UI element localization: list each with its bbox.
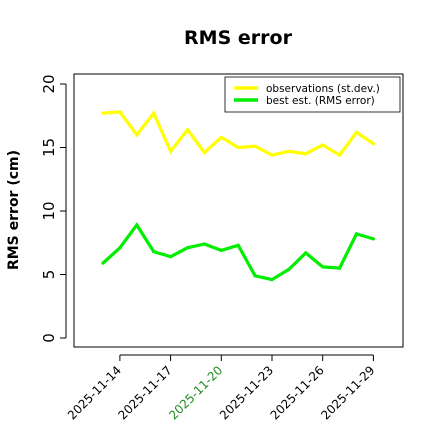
series-0-point (152, 111, 156, 115)
series-group (101, 110, 375, 282)
legend-label-0: observations (st.dev.) (266, 83, 380, 95)
series-1-point (287, 267, 291, 271)
legend-label-1: best est. (RMS error) (266, 95, 375, 107)
x-tick-label: 2025-11-29 (318, 363, 377, 422)
series-1-point (202, 242, 206, 246)
series-0-point (304, 152, 308, 156)
y-axis: 0 5 10 15 20 (40, 74, 67, 343)
series-1-point (101, 261, 105, 265)
y-tick-label: 5 (40, 270, 58, 280)
series-0-point (270, 153, 274, 157)
series-line-1 (101, 222, 374, 282)
y-tick-label: 10 (40, 201, 58, 220)
series-1-point (152, 250, 156, 254)
series-0-point (118, 110, 122, 114)
series-1-point (169, 255, 173, 259)
series-1-point (236, 243, 240, 247)
y-tick-label: 0 (40, 333, 58, 343)
y-axis-label: RMS error (cm) (6, 150, 22, 270)
series-1-point (321, 265, 325, 269)
series-0-point (169, 149, 173, 153)
x-axis: 2025-11-142025-11-172025-11-202025-11-23… (65, 354, 378, 422)
legend-box (224, 76, 401, 113)
series-0-point (219, 135, 223, 139)
y-tick-label: 15 (40, 138, 58, 157)
series-0-point (236, 145, 240, 150)
series-1-point (185, 246, 190, 250)
legend: observations (st.dev.)best est. (RMS err… (224, 76, 401, 113)
series-1-point (270, 278, 274, 282)
series-1-point (304, 251, 308, 255)
series-0-point (202, 151, 206, 155)
series-0-point (338, 153, 342, 157)
series-1-point (118, 246, 122, 250)
series-0-point (354, 130, 359, 134)
series-1-point (338, 266, 342, 270)
series-1-point (253, 274, 257, 278)
series-0-point (371, 142, 375, 146)
series-0-point (321, 143, 325, 147)
series-0-point (135, 133, 139, 137)
chart-title: RMS error (184, 27, 293, 49)
series-0-point (253, 144, 257, 148)
series-1-point (219, 248, 223, 252)
plot-area (73, 73, 404, 348)
series-0-point (101, 111, 105, 115)
series-0-point (287, 149, 291, 153)
series-1-point (371, 237, 375, 241)
series-1-point (135, 223, 139, 227)
series-0-point (185, 128, 190, 132)
series-1-point (354, 232, 359, 236)
y-tick-label: 20 (40, 74, 58, 93)
